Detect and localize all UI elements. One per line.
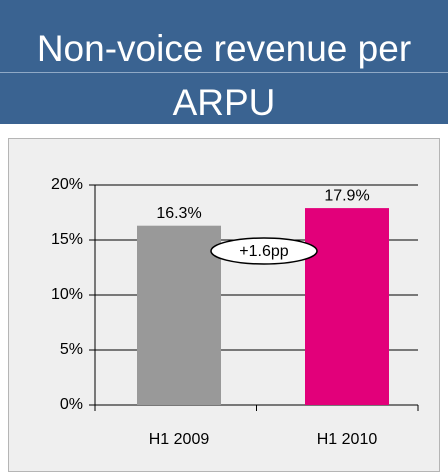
header: Non-voice revenue per ARPU [0, 0, 448, 124]
y-tick-label: 5% [60, 341, 83, 358]
value-label: 17.9% [324, 187, 369, 204]
annotation: +1.6pp [239, 243, 288, 260]
x-tick-label: H1 2010 [317, 431, 378, 448]
bar [305, 208, 389, 405]
y-tick-label: 0% [60, 396, 83, 413]
annotation-bubble [210, 237, 318, 265]
chart-title: Non-voice revenue per ARPU [36, 28, 412, 123]
bar [137, 225, 221, 405]
header-separator [0, 72, 448, 73]
x-tick-label: H1 2009 [149, 431, 210, 448]
y-tick-label: 15% [51, 231, 83, 248]
value-label: 16.3% [156, 205, 201, 222]
y-tick-label: 20% [51, 176, 83, 193]
y-tick-label: 10% [51, 286, 83, 303]
